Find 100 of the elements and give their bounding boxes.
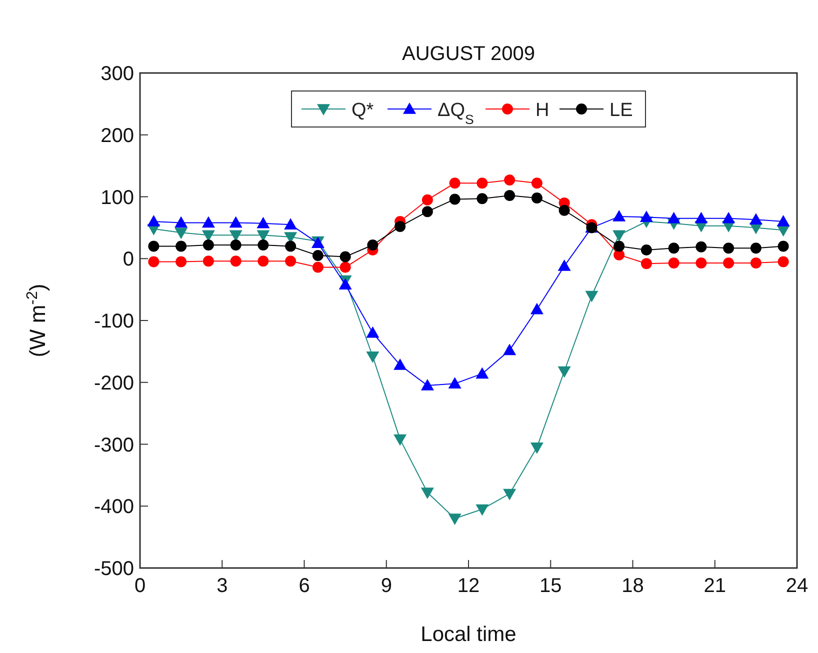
x-tick-label: 18 bbox=[622, 575, 644, 597]
point bbox=[776, 215, 790, 226]
point bbox=[422, 194, 433, 206]
point bbox=[504, 174, 516, 186]
legend-label: Q* bbox=[352, 100, 374, 121]
point bbox=[230, 240, 242, 251]
y-tick-label: -300 bbox=[94, 434, 134, 456]
x-axis-title: Local time bbox=[420, 623, 516, 646]
point bbox=[256, 216, 270, 228]
point bbox=[229, 216, 242, 228]
point bbox=[312, 250, 324, 262]
point bbox=[750, 242, 762, 254]
point bbox=[394, 220, 406, 232]
point bbox=[148, 256, 160, 268]
point bbox=[694, 212, 708, 224]
y-tick-label: -500 bbox=[94, 558, 134, 580]
point bbox=[530, 442, 544, 454]
point bbox=[778, 240, 789, 252]
x-tick-label: 24 bbox=[786, 575, 808, 597]
point bbox=[174, 216, 188, 228]
point bbox=[366, 326, 380, 338]
point bbox=[614, 249, 625, 260]
point bbox=[558, 260, 571, 271]
point bbox=[312, 262, 324, 273]
point bbox=[229, 230, 242, 242]
point bbox=[258, 240, 269, 251]
point bbox=[640, 244, 652, 256]
point bbox=[449, 194, 460, 205]
point bbox=[340, 251, 351, 262]
point bbox=[340, 262, 351, 273]
legend-label: H bbox=[536, 100, 550, 121]
point bbox=[640, 210, 653, 222]
point bbox=[202, 230, 215, 242]
point bbox=[668, 242, 680, 254]
point bbox=[366, 352, 380, 363]
point bbox=[614, 240, 625, 252]
x-tick-label: 15 bbox=[540, 575, 562, 597]
point bbox=[558, 366, 571, 378]
point bbox=[176, 240, 187, 252]
point bbox=[256, 230, 270, 242]
x-tick-label: 9 bbox=[380, 575, 392, 597]
point bbox=[284, 218, 298, 230]
point bbox=[420, 378, 434, 390]
point bbox=[750, 257, 762, 268]
point bbox=[258, 256, 269, 267]
point bbox=[476, 504, 489, 516]
x-tick-label: 12 bbox=[457, 575, 480, 597]
point bbox=[723, 257, 734, 268]
point bbox=[696, 257, 707, 268]
x-tick-label: 6 bbox=[298, 575, 310, 597]
point bbox=[338, 278, 352, 290]
point bbox=[722, 212, 736, 224]
point bbox=[394, 358, 407, 370]
legend-label: ΔQ$_{S}$ bbox=[438, 100, 474, 126]
point bbox=[148, 240, 160, 252]
point bbox=[230, 256, 242, 267]
point bbox=[394, 434, 407, 446]
point bbox=[367, 240, 378, 251]
point bbox=[531, 192, 542, 204]
point bbox=[778, 256, 789, 268]
point bbox=[202, 216, 215, 228]
x-tick-label: 21 bbox=[704, 575, 726, 597]
point bbox=[668, 257, 680, 268]
point bbox=[285, 256, 296, 267]
y-tick-label: 0 bbox=[122, 248, 134, 271]
point bbox=[503, 344, 516, 356]
point bbox=[723, 242, 734, 254]
point bbox=[202, 240, 214, 251]
point bbox=[749, 213, 762, 225]
point bbox=[585, 290, 598, 302]
point bbox=[558, 204, 570, 216]
point bbox=[449, 178, 460, 189]
point bbox=[448, 377, 462, 388]
point bbox=[176, 256, 187, 268]
point bbox=[285, 240, 296, 252]
point bbox=[174, 228, 188, 240]
point bbox=[420, 488, 434, 500]
point bbox=[476, 367, 489, 379]
point bbox=[422, 206, 433, 218]
point bbox=[667, 212, 680, 224]
point bbox=[476, 178, 488, 189]
y-tick-label: -200 bbox=[94, 372, 134, 394]
point bbox=[612, 230, 626, 242]
point bbox=[612, 210, 626, 222]
y-tick-label: 300 bbox=[100, 63, 134, 85]
point bbox=[448, 514, 462, 525]
point bbox=[202, 256, 214, 267]
point bbox=[640, 258, 652, 270]
chart-title: AUGUST 2009 bbox=[402, 43, 536, 65]
point bbox=[503, 488, 516, 500]
point bbox=[530, 302, 544, 314]
point bbox=[531, 178, 542, 189]
point bbox=[476, 193, 488, 204]
x-tick-label: 3 bbox=[216, 575, 228, 597]
y-tick-label: 200 bbox=[100, 124, 134, 147]
y-tick-label: 100 bbox=[100, 186, 134, 209]
y-tick-label: -400 bbox=[94, 496, 134, 518]
point bbox=[696, 241, 707, 252]
legend-label: LE bbox=[610, 100, 633, 121]
y-tick-label: -100 bbox=[94, 310, 134, 332]
